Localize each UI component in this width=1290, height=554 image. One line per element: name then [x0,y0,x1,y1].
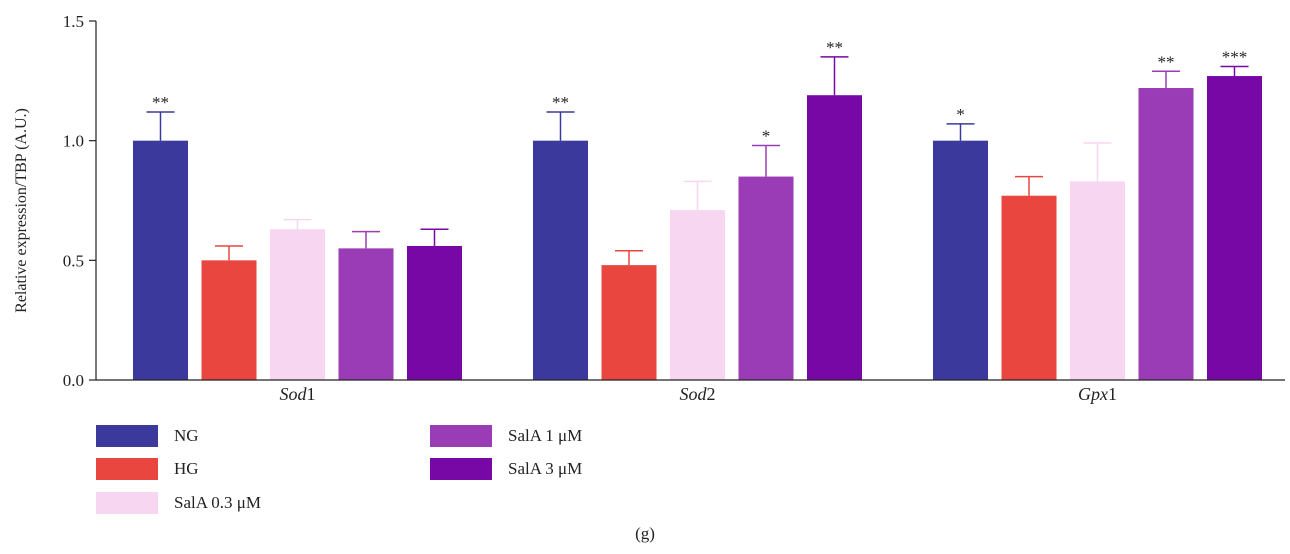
bar-sod1-3 [338,248,394,380]
bar-sod2-0 [533,140,588,380]
legend-swatch-ng [96,425,158,447]
bar-gpx1-1 [1001,195,1057,380]
x-tick-label: Sod2 [680,384,716,404]
significance-label: * [762,126,771,145]
legend-item-sala-1: SalA 1 μM [430,425,582,447]
bar-sod1-4 [407,245,462,380]
bar-gpx1-4 [1207,76,1262,381]
bar-sod1-0 [133,140,188,380]
bar-sod2-4 [807,95,862,381]
x-tick-label: Sod1 [280,384,316,404]
bar-gpx1-0 [933,140,988,380]
bar-sod2-3 [738,176,794,380]
bar-sod2-2 [670,210,725,380]
legend-swatch-sala-3 [430,458,492,480]
legend-label-sala-0-3: SalA 0.3 μM [174,493,262,512]
legend-item-sala-0-3: SalA 0.3 μM [96,492,261,514]
significance-label: ** [152,93,169,112]
x-tick-label: Gpx1 [1078,384,1117,404]
significance-label: *** [1222,47,1248,66]
significance-label: * [956,105,965,124]
y-tick-label: 1.0 [63,132,84,151]
legend-label-ng: NG [174,426,199,445]
legend-item-sala-3: SalA 3 μM [430,458,582,480]
y-tick-label: 0.0 [63,371,84,390]
significance-label: ** [826,38,843,57]
legend-swatch-sala-1 [430,425,492,447]
legend-label-sala-1: SalA 1 μM [508,426,583,445]
significance-label: ** [552,93,569,112]
figure-caption: (g) [635,524,655,543]
legend-item-hg: HG [96,458,199,480]
y-tick-label: 0.5 [63,251,84,270]
y-axis-label: Relative expression/TBP (A.U.) [13,108,30,313]
y-tick-label: 1.5 [63,12,84,31]
legend-label-hg: HG [174,459,199,478]
significance-label: ** [1158,52,1175,71]
legend-swatch-sala-0-3 [96,492,158,514]
bar-sod1-1 [201,260,257,380]
bar-gpx1-2 [1070,181,1125,380]
legend-label-sala-3: SalA 3 μM [508,459,583,478]
legend-item-ng: NG [96,425,199,447]
legend: NG HG SalA 0.3 μM SalA 1 μM SalA 3 μM [96,425,656,520]
bar-sod1-2 [270,229,325,380]
bar-gpx1-3 [1138,88,1194,380]
legend-swatch-hg [96,458,158,480]
bar-sod2-1 [601,265,657,380]
